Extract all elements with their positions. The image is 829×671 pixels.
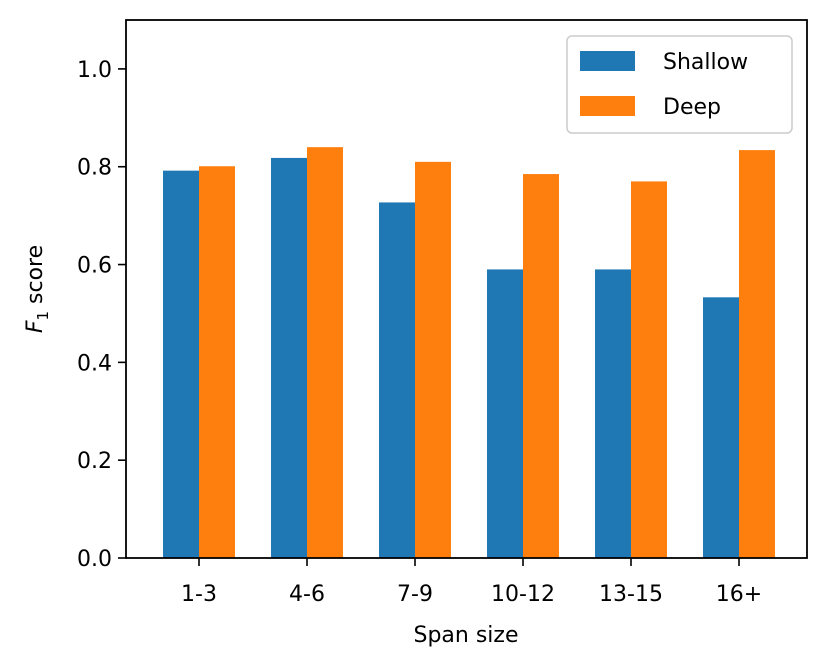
bar-deep-16+	[739, 150, 775, 558]
y-tick-label-0.2: 0.2	[77, 449, 112, 474]
x-tick-label-7-9: 7-9	[397, 582, 433, 607]
y-tick-label-0.0: 0.0	[77, 547, 112, 572]
y-axis-title-main: F	[23, 320, 48, 333]
x-tick-label-10-12: 10-12	[491, 582, 555, 607]
y-tick-label-1.0: 1.0	[77, 58, 112, 83]
bar-deep-4-6	[307, 147, 343, 558]
x-tick-label-4-6: 4-6	[289, 582, 325, 607]
legend-label-deep: Deep	[663, 95, 721, 120]
y-tick-label-0.4: 0.4	[77, 351, 112, 376]
bar-deep-7-9	[415, 161, 451, 558]
y-tick-label-0.6: 0.6	[77, 254, 112, 279]
plot-frame	[125, 19, 808, 559]
x-axis-title: Span size	[413, 623, 518, 648]
bar-shallow-16+	[703, 297, 739, 558]
bar-shallow-4-6	[271, 157, 307, 558]
y-axis-title: F1 score	[23, 245, 52, 333]
legend: Shallow Deep	[566, 35, 793, 134]
x-tick-label-1-3: 1-3	[181, 582, 217, 607]
bar-deep-1-3	[199, 166, 235, 559]
legend-swatch-deep	[580, 96, 635, 116]
y-axis-title-suffix: score	[23, 245, 48, 311]
bar-shallow-10-12	[487, 269, 523, 558]
y-tick-label-0.8: 0.8	[77, 156, 112, 181]
bar-shallow-13-15	[595, 269, 631, 558]
x-tick-label-16+: 16+	[716, 582, 762, 607]
y-axis-title-subscript: 1	[34, 311, 52, 321]
legend-label-shallow: Shallow	[663, 50, 748, 75]
ticks-layer: 1-3 4-6 7-9 10-12 13-15 16+ 0.0 0.2 0.4 0.6 0.8 1.0	[77, 58, 762, 607]
bar-deep-10-12	[523, 174, 559, 558]
x-tick-label-13-15: 13-15	[599, 582, 663, 607]
legend-swatch-shallow	[580, 51, 635, 71]
bar-shallow-7-9	[379, 202, 415, 558]
bars-layer	[163, 147, 775, 559]
bar-shallow-1-3	[163, 170, 199, 558]
bar-deep-13-15	[631, 181, 667, 558]
